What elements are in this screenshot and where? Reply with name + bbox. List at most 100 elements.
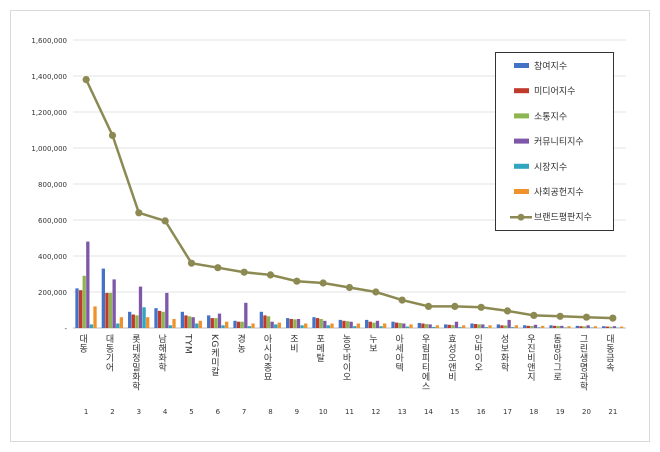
rank-label: 18 [529, 408, 538, 416]
bar-사회공헌지수 [93, 306, 97, 328]
bar-소통지수 [372, 322, 376, 328]
bar-시장지수 [379, 326, 383, 328]
legend-swatch [514, 113, 529, 119]
line-point [240, 268, 248, 276]
x-axis-labels: 대동 1 대동기어 2 롯데정밀화학 3 남해화학 4 TYM 5 KG케미칼 6 경농 7 아시아종묘 8 조… [77, 333, 617, 416]
bar-참여지수 [259, 311, 263, 328]
bar-사회공헌지수 [435, 325, 439, 328]
bar-참여지수 [549, 325, 553, 328]
bar-사회공헌지수 [356, 323, 360, 328]
bar-미디어지수 [421, 323, 425, 328]
bar-참여지수 [338, 319, 342, 328]
line-point [319, 279, 327, 287]
category-label: 성보화학 [499, 334, 509, 373]
bar-사회공헌지수 [251, 323, 255, 328]
bar-시장지수 [405, 326, 410, 328]
bar-시장지수 [590, 327, 594, 328]
bar-시장지수 [247, 326, 252, 328]
category-label: 대동기어 [104, 334, 114, 373]
bar-소통지수 [609, 326, 613, 328]
bar-참여지수 [417, 322, 421, 328]
legend-swatch [514, 63, 529, 68]
bar-소통지수 [477, 324, 481, 328]
bar-참여지수 [128, 311, 132, 328]
bar-커뮤니티지수 [191, 317, 195, 328]
bar-커뮤니티지수 [244, 302, 248, 328]
bar-소통지수 [319, 319, 323, 328]
category-label: 동방아그로 [551, 334, 561, 382]
rank-label: 16 [477, 408, 486, 416]
y-tick-label: 1,400,000 [31, 73, 67, 81]
bar-참여지수 [180, 311, 184, 328]
bar-사회공헌지수 [330, 323, 334, 328]
bar-시장지수 [116, 323, 120, 328]
line-point [451, 302, 459, 310]
category-label: 경농 [235, 333, 245, 353]
bar-미디어지수 [184, 315, 188, 328]
line-point [398, 296, 406, 304]
bar-참여지수 [602, 326, 606, 328]
category-label: TYM [183, 333, 193, 354]
bar-미디어지수 [236, 321, 241, 328]
bar-커뮤니티지수 [296, 319, 301, 328]
legend-swatch [514, 189, 529, 194]
bar-시장지수 [537, 327, 541, 328]
bar-미디어지수 [605, 326, 609, 328]
rank-label: 8 [268, 408, 272, 416]
category-label: 대동 [77, 334, 87, 353]
legend-label: 사회공헌지수 [534, 187, 584, 198]
bar-커뮤니티지수 [428, 324, 432, 328]
rank-label: 9 [295, 408, 299, 416]
bar-커뮤니티지수 [112, 279, 116, 328]
line-point [477, 303, 485, 311]
category-label: 아세아텍 [393, 334, 403, 373]
bar-사회공헌지수 [146, 317, 150, 328]
bar-사회공헌지수 [198, 320, 202, 328]
y-tick-label: 200,000 [38, 289, 67, 297]
bar-커뮤니티지수 [86, 241, 90, 328]
bar-소통지수 [424, 324, 429, 328]
brand-index-line [82, 76, 617, 322]
category-label: 우림피티에스 [420, 334, 430, 391]
bar-사회공헌지수 [593, 326, 597, 328]
bar-시장지수 [221, 325, 225, 328]
bar-미디어지수 [394, 322, 399, 328]
bar-참여지수 [496, 324, 500, 328]
bar-커뮤니티지수 [217, 313, 222, 328]
line-point [293, 277, 301, 285]
legend-label: 시장지수 [534, 162, 567, 173]
rank-label: 5 [189, 408, 193, 416]
line-point [266, 271, 275, 279]
line-point [582, 313, 591, 321]
legend-swatch [514, 88, 529, 94]
bar-커뮤니티지수 [454, 321, 459, 328]
bar-미디어지수 [263, 315, 267, 328]
rank-label: 10 [319, 408, 328, 416]
bar-참여지수 [391, 321, 395, 328]
category-label: 롯데정밀화학 [130, 334, 140, 392]
line-point [82, 76, 90, 84]
bar-시장지수 [274, 324, 278, 328]
category-label: 조비 [288, 334, 298, 353]
bar-참여지수 [312, 317, 316, 328]
bar-참여지수 [523, 325, 527, 328]
rank-label: 11 [345, 408, 354, 416]
category-label: 남해화학 [156, 334, 166, 373]
y-axis: - 200,000 400,000 600,000 800,000 1,000,000 1,… [31, 37, 67, 333]
rank-label: 17 [503, 408, 512, 416]
bar-커뮤니티지수 [507, 319, 511, 328]
bar-미디어지수 [78, 290, 83, 328]
bar-커뮤니티지수 [138, 286, 143, 328]
line-point [372, 288, 380, 296]
bar-미디어지수 [526, 325, 530, 328]
bar-미디어지수 [447, 324, 451, 328]
bar-미디어지수 [289, 319, 293, 328]
bar-사회공헌지수 [277, 322, 281, 328]
bar-시장지수 [353, 326, 357, 328]
bar-소통지수 [161, 311, 165, 328]
y-tick-label: - [64, 325, 67, 333]
bar-미디어지수 [315, 318, 320, 328]
rank-label: 3 [137, 408, 141, 416]
category-label: 누보 [367, 334, 377, 353]
